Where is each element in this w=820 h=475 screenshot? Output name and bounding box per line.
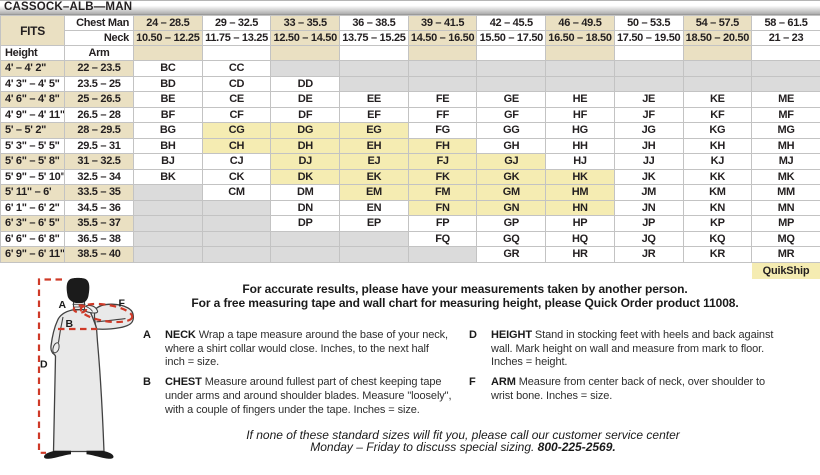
svg-text:F: F [119,298,126,310]
svg-text:D: D [40,359,48,371]
svg-text:B: B [66,318,74,330]
svg-text:A: A [59,299,67,311]
